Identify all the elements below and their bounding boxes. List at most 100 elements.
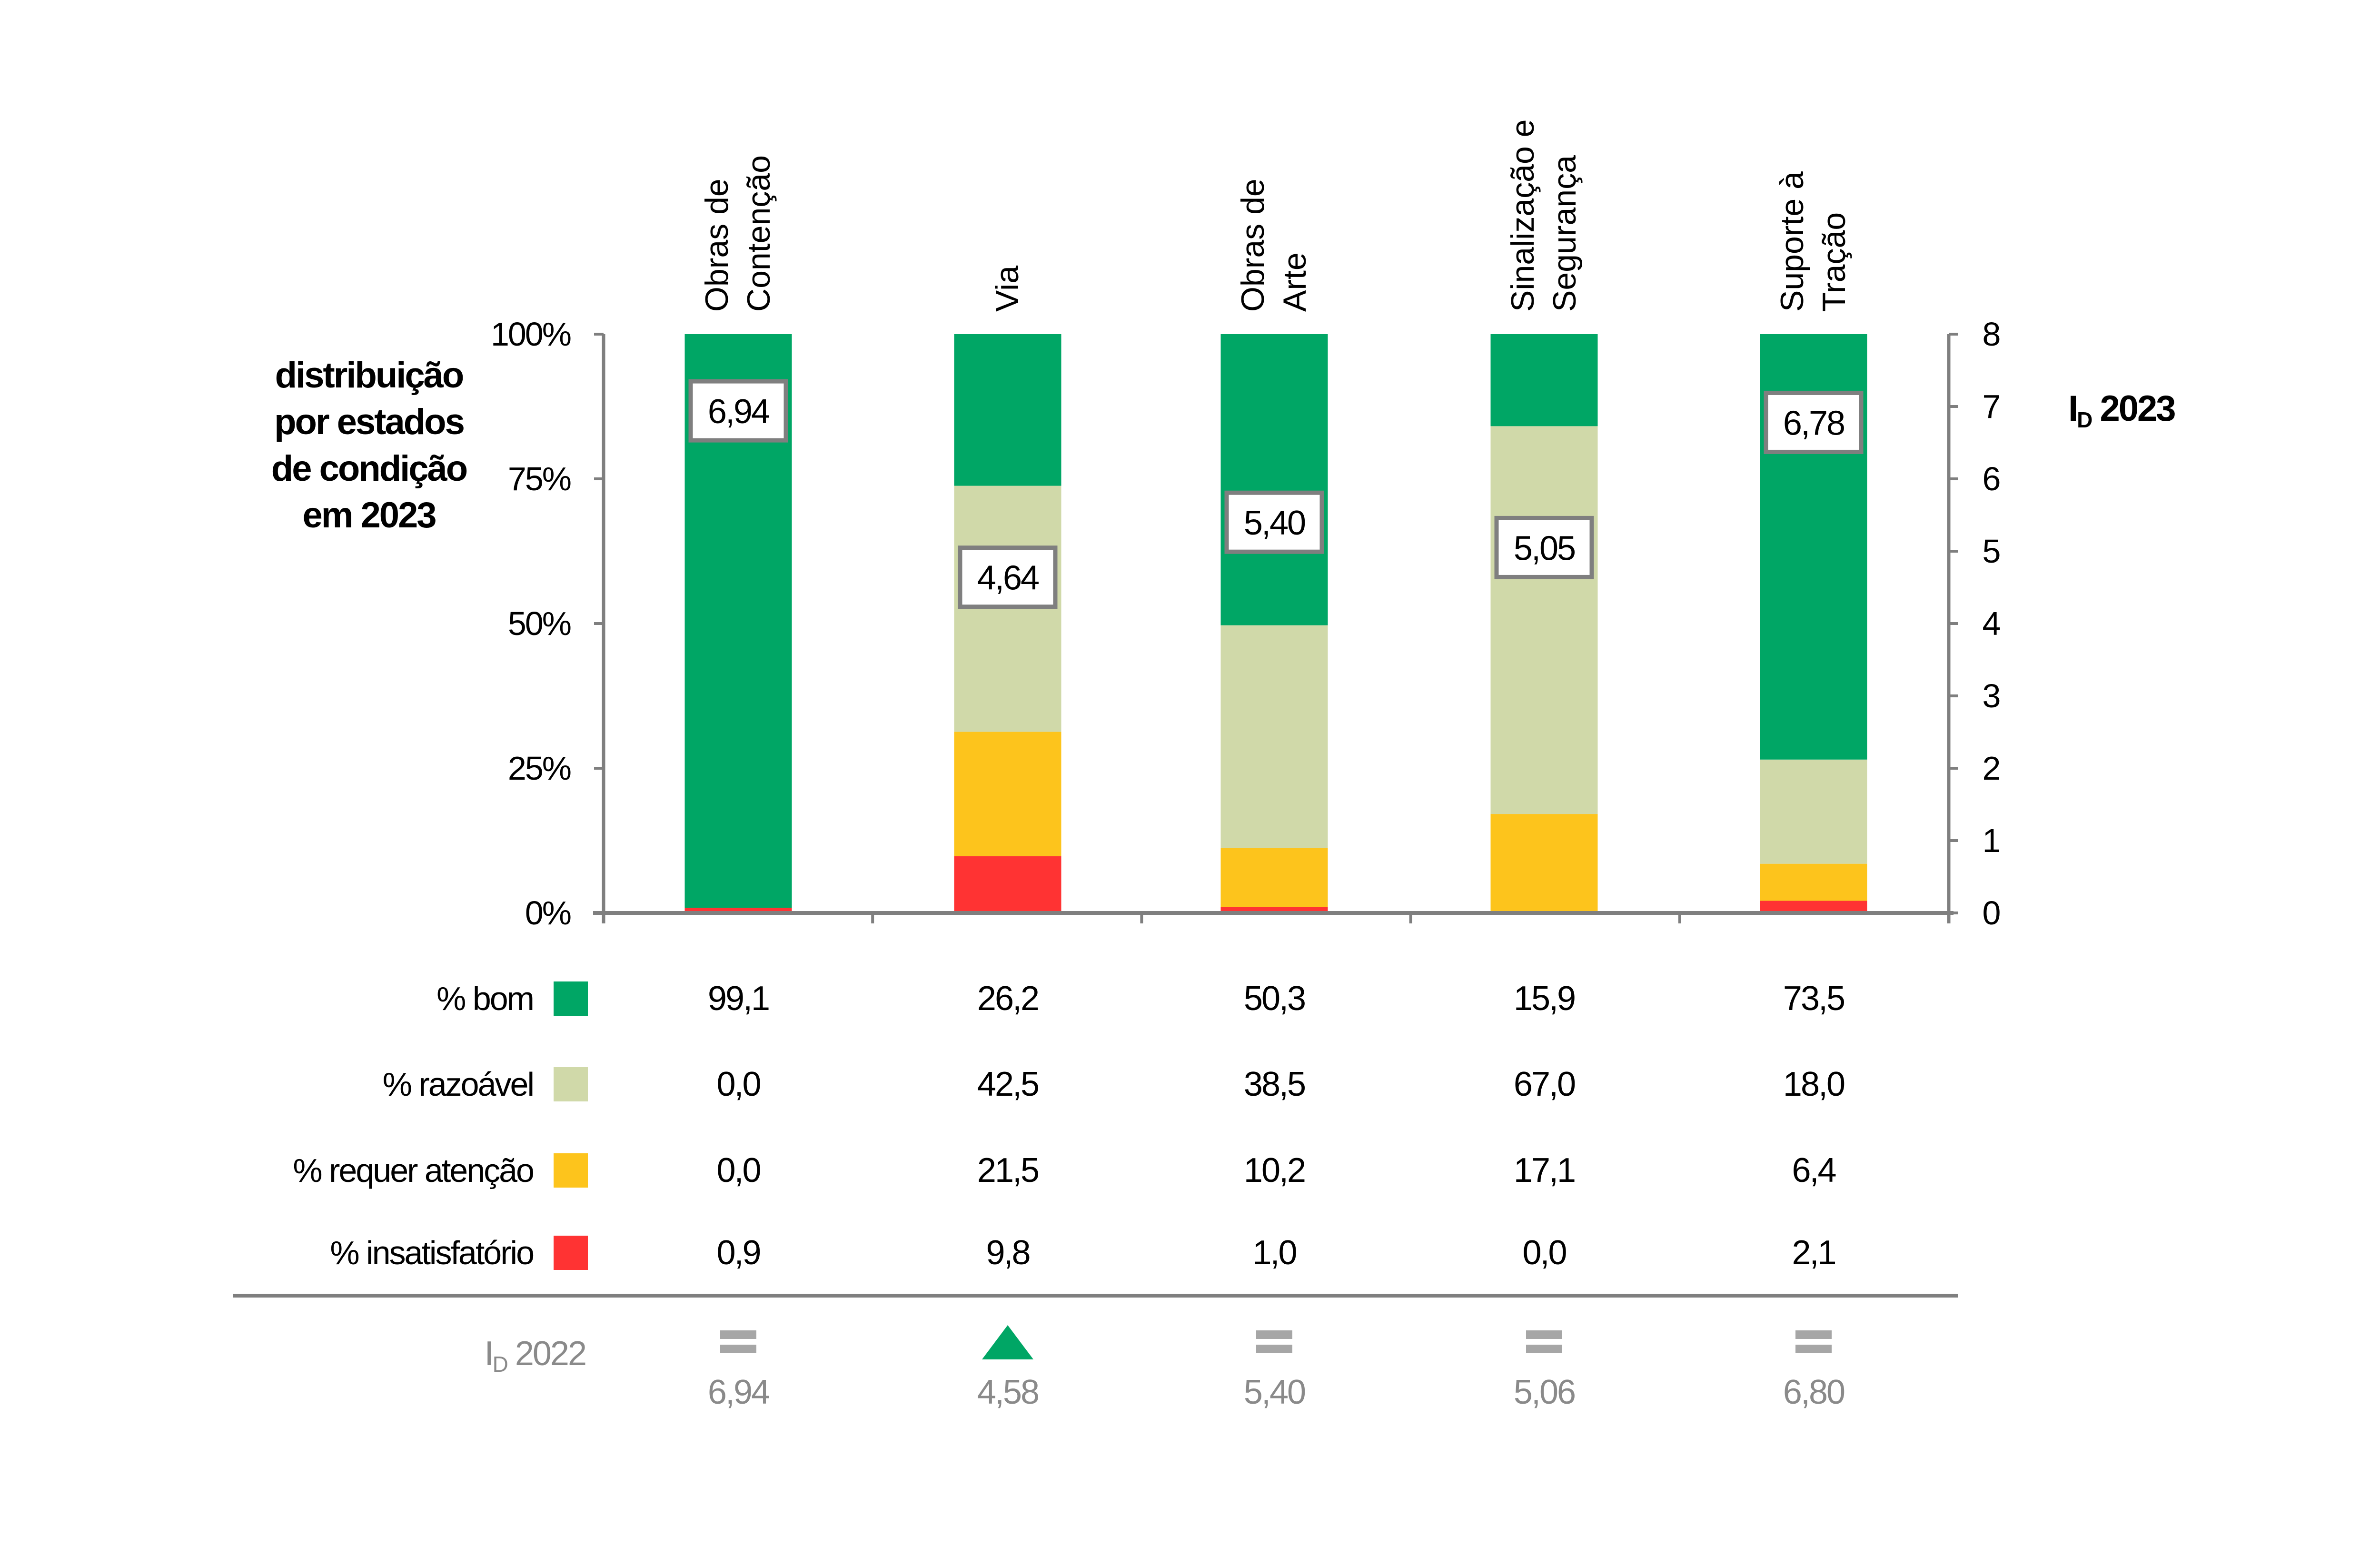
left-axis-tick-label: 75% (508, 460, 571, 497)
bar-segment (1490, 334, 1598, 426)
id-2023-value-label: 6,94 (708, 393, 769, 431)
left-axis-title-line: de condição (271, 448, 468, 489)
left-axis-title-line: por estados (274, 402, 465, 442)
id-2022-value: 5,06 (1513, 1373, 1576, 1411)
right-axis-title-main: I (2068, 388, 2078, 429)
bar-segment (1760, 759, 1867, 864)
left-axis-tick-label: 25% (508, 750, 571, 787)
right-axis-tick-label: 0 (1983, 894, 2001, 932)
id-2023-value-label: 5,05 (1514, 529, 1575, 567)
axes-layer (593, 333, 1958, 923)
legend-swatch (554, 1153, 588, 1188)
legend-swatch (554, 981, 588, 1016)
legend-label: % insatisfatório (330, 1234, 535, 1271)
bar-segment (954, 732, 1061, 856)
table-cell: 18,0 (1783, 1065, 1845, 1103)
category-label: Obras de (699, 178, 735, 312)
id-2022-label-main: I (484, 1335, 494, 1373)
bar-segment (1490, 814, 1598, 913)
table-cell: 0,0 (716, 1065, 761, 1103)
bar-segment (1760, 863, 1867, 901)
id-2023-value-label: 6,78 (1783, 404, 1844, 442)
bar-segment (954, 856, 1061, 913)
id-2023-value-label: 4,64 (977, 559, 1039, 597)
left-axis-title-line: distribuição (275, 355, 465, 396)
category-label: Sinalização e (1505, 119, 1541, 312)
bar-segment (1490, 426, 1598, 814)
table-cell: 50,3 (1243, 980, 1306, 1018)
left-axis-title: distribuição por estados de condição em … (248, 352, 490, 539)
legend-swatch (554, 1067, 588, 1101)
table-cell: 15,9 (1513, 980, 1576, 1018)
id-2022-label-sub: D (492, 1352, 508, 1377)
trend-equal-icon (720, 1330, 756, 1353)
table-cell: 6,4 (1792, 1151, 1836, 1189)
table-cell: 73,5 (1783, 980, 1845, 1018)
table-separator (233, 1294, 1958, 1298)
category-label: Contenção (741, 155, 777, 312)
id-2023-value-box (1494, 515, 1594, 579)
id-2022-value: 6,94 (707, 1373, 770, 1411)
category-label: Suporte à (1774, 171, 1810, 312)
legend-label: % requer atenção (293, 1152, 535, 1189)
right-axis-title-sub: D (2077, 407, 2092, 432)
left-axis-tick-label: 50% (508, 605, 571, 642)
right-axis-tick-label: 5 (1983, 533, 2001, 570)
right-axis-tick-label: 6 (1983, 460, 2001, 497)
trend-equal-icon (1795, 1330, 1832, 1353)
id-2022-label: ID 2022 (484, 1334, 587, 1377)
trend-equal-icon (1526, 1330, 1562, 1353)
id-2023-value-box (1764, 390, 1864, 454)
id-2023-value-box (688, 379, 788, 443)
right-axis-tick-label: 2 (1983, 750, 2001, 787)
table-cell: 17,1 (1513, 1151, 1576, 1189)
right-axis-tick-label: 8 (1983, 316, 2001, 353)
id-2022-value: 4,58 (977, 1373, 1040, 1411)
table-cell: 26,2 (977, 980, 1040, 1018)
id-2022-label-rest: 2022 (506, 1335, 587, 1373)
right-axis-tick-label: 7 (1983, 388, 2001, 425)
category-label: Arte (1277, 252, 1313, 312)
table-cell: 38,5 (1243, 1065, 1306, 1103)
table-cell: 1,0 (1252, 1234, 1297, 1272)
bar-segment (1220, 625, 1328, 848)
bar-segment (1760, 901, 1867, 913)
left-axis-title-line: em 2023 (302, 495, 436, 535)
id-2022-value: 5,40 (1243, 1373, 1306, 1411)
table-cell: 0,0 (1522, 1234, 1567, 1272)
category-label: Via (989, 266, 1025, 312)
table-cell: 9,8 (986, 1234, 1031, 1272)
bar-segment (684, 908, 792, 913)
right-axis-title-rest: 2023 (2091, 388, 2176, 429)
bar-segment (954, 334, 1061, 486)
bar-segment (1220, 334, 1328, 625)
legend-label: % bom (436, 980, 535, 1017)
right-axis-title: ID 2023 (2068, 388, 2176, 433)
id-2023-value-box (1224, 490, 1324, 554)
trend-up-icon (982, 1325, 1033, 1359)
category-label: Obras de (1235, 178, 1271, 312)
table-cell: 67,0 (1513, 1065, 1576, 1103)
table-cell: 21,5 (977, 1151, 1040, 1189)
table-cell: 0,0 (716, 1151, 761, 1189)
right-axis-tick-label: 1 (1983, 822, 2001, 859)
left-axis-tick-label: 0% (525, 894, 571, 932)
bar-segment (1220, 848, 1328, 907)
legend-label: % razoável (382, 1066, 535, 1103)
id-2022-value: 6,80 (1783, 1373, 1845, 1411)
id-2023-value-box (958, 545, 1058, 609)
right-axis-tick-label: 4 (1983, 605, 2001, 642)
table-cell: 42,5 (977, 1065, 1040, 1103)
id-2023-value-label: 5,40 (1244, 504, 1305, 542)
category-label: Segurança (1547, 155, 1583, 312)
left-axis-tick-label: 100% (491, 316, 571, 353)
category-label: Tração (1816, 212, 1852, 312)
table-cell: 99,1 (707, 980, 770, 1018)
table-cell: 10,2 (1243, 1151, 1306, 1189)
table-cell: 2,1 (1792, 1234, 1836, 1272)
bars-layer (684, 334, 1867, 913)
right-axis-tick-label: 3 (1983, 677, 2001, 714)
table-cell: 0,9 (716, 1234, 761, 1272)
